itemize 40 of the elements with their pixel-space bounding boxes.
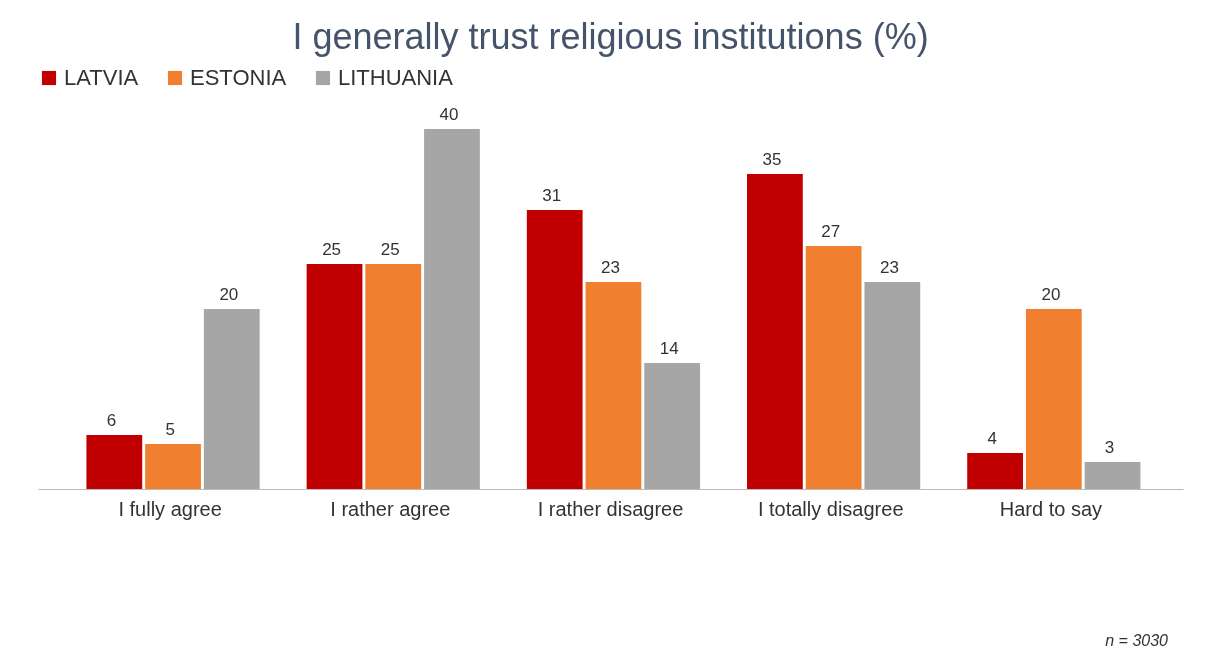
legend-label: LITHUANIA [338, 65, 454, 90]
data-label: 5 [165, 420, 175, 439]
bar [306, 264, 363, 489]
data-label: 23 [601, 258, 620, 277]
bar [585, 282, 642, 489]
x-tick-label: I fully agree [118, 497, 222, 520]
bar [1084, 462, 1141, 489]
bar [1025, 309, 1082, 489]
x-tick-label: Hard to say [999, 497, 1103, 520]
data-label: 40 [439, 105, 459, 124]
bar [365, 264, 422, 489]
data-label: 25 [380, 240, 400, 259]
bar [145, 444, 201, 489]
bar [864, 282, 921, 489]
bar [526, 210, 583, 489]
x-tick-label: I rather disagree [537, 497, 684, 520]
x-tick-label: I totally disagree [757, 497, 904, 520]
bar [203, 309, 260, 489]
bar [747, 174, 803, 489]
x-tick-label: I rather agree [330, 497, 451, 520]
data-label: 20 [219, 285, 239, 304]
data-label: 4 [987, 429, 997, 448]
legend-label: LATVIA [64, 65, 139, 90]
legend-label: ESTONIA [190, 65, 287, 90]
chart-title: I generally trust religious institutions (%) [292, 16, 929, 57]
data-label: 20 [1041, 285, 1061, 304]
data-label: 25 [322, 240, 342, 259]
bar [86, 435, 143, 489]
text: n = 3030 [1105, 632, 1168, 650]
data-label: 14 [659, 339, 679, 358]
data-label: 6 [106, 411, 117, 430]
bar [805, 246, 862, 489]
bar [644, 363, 701, 489]
data-label: 3 [1104, 438, 1115, 457]
data-label: 31 [542, 186, 562, 205]
data-label: 27 [821, 222, 841, 241]
bar [967, 453, 1023, 489]
data-label: 23 [879, 258, 899, 277]
bar [424, 129, 480, 489]
data-label: 35 [762, 150, 782, 169]
